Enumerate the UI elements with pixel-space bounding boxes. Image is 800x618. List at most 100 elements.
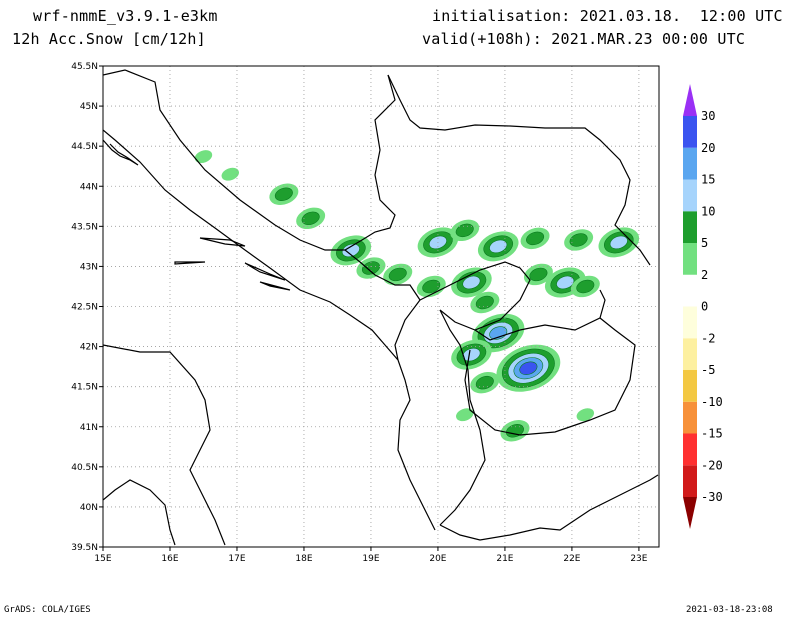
colorbar-band [683,243,697,275]
gridlines [103,66,659,547]
colorbar-label: 5 [701,236,708,250]
lat-tick-label: 42N [80,343,98,353]
albania-border [439,309,486,526]
colorbar-label: 30 [701,109,715,123]
colorbar-label: -30 [701,490,723,504]
colorbar-label: 0 [701,300,708,314]
snow-contour [475,375,494,390]
lon-tick-label: 17E [228,554,245,564]
lon-tick-label: 16E [161,554,178,564]
colorbar-band [683,147,697,180]
valid-time: valid(+108h): 2021.MAR.23 00:00 UTC [422,30,746,48]
lat-tick-label: 40.5N [71,463,98,473]
colorbar-band [683,211,697,243]
snow-contour [576,408,595,422]
snow-contour [462,347,481,362]
colorbar-label: 20 [701,141,715,155]
snow-contour [455,223,474,238]
lon-tick-label: 19E [362,554,379,564]
colorbar-band [683,306,697,339]
lat-tick-label: 41N [80,423,98,433]
adriatic-coast-north [103,139,139,166]
snow-contour [475,295,494,310]
snow-contour [388,267,407,282]
colorbar-arrow-bottom [683,497,697,529]
lat-tick-label: 44N [80,182,98,192]
coastlines-borders [103,69,659,546]
snow-contour [556,275,575,290]
lat-tick-label: 45N [80,102,98,112]
colorbar-label: -10 [701,395,723,409]
italy-coast-west [103,479,176,546]
field-title: 12h Acc.Snow [cm/12h] [12,30,206,48]
colorbar-band [683,116,697,148]
lon-tick-label: 18E [295,554,312,564]
bulgaria-border [599,289,606,319]
snow-contour [194,150,213,164]
colorbar-label: 10 [701,204,715,218]
snow-contour [526,231,545,246]
colorbar-band [683,274,697,307]
lon-tick-label: 20E [429,554,446,564]
croatian-islands-1 [199,237,246,247]
lat-tick-label: 43N [80,262,98,272]
colorbar-label: -20 [701,458,723,472]
snow-contour [569,233,588,247]
serbia-border [387,74,651,266]
lat-tick-label: 40N [80,503,98,513]
colorbar-label: -2 [701,331,715,345]
macedonia-border [464,317,636,436]
init-time: initialisation: 2021.03.18. 12:00 UTC [432,7,783,25]
footer-credit: GrADS: COLA/IGES [4,605,91,615]
colorbar-band [683,338,697,370]
croatian-islands-4 [259,281,291,291]
colorbar-label: -5 [701,363,715,377]
lon-tick-label: 15E [94,554,111,564]
snow-contour [221,167,239,181]
lat-tick-label: 42.5N [71,303,98,313]
lon-tick-label: 21E [496,554,513,564]
albania-coast [397,359,436,531]
snow-contour [456,408,474,422]
colorbar-band [683,401,697,434]
lat-tick-label: 39.5N [71,543,98,553]
colorbar-band [683,433,697,466]
axis-ticks: 15E 16E 17E 18E 19E 20E 21E 22E 23E 39.5N 40N 40.5N… [71,62,648,564]
colorbar-label: -15 [701,427,723,441]
bosnia-border [103,69,396,251]
lat-tick-label: 45.5N [71,62,98,72]
snow-contour [422,279,441,294]
colorbar-band [683,179,697,212]
colorbar-band [683,465,697,497]
lat-tick-label: 41.5N [71,383,98,393]
lat-tick-label: 44.5N [71,142,98,152]
colorbar-label: 15 [701,173,715,187]
colorbar-arrow-top [683,84,697,116]
colorbar-band [683,370,697,402]
colorbar-label: 2 [701,268,708,282]
snow-contour [529,267,548,282]
snow-contour [301,211,320,226]
snow-contour [274,187,293,201]
croatia-coast [103,129,399,361]
model-title: wrf-nmmE_v3.9.1-e3km [33,7,218,25]
croatian-islands-2 [174,261,206,265]
snow-contour [609,235,628,250]
footer-timestamp: 2021-03-18-23:08 [686,605,773,615]
lat-tick-label: 43.5N [71,222,98,232]
montenegro-border [344,249,421,361]
kosovo-border [419,261,531,331]
greece-north [439,474,659,541]
snow-contour [505,424,524,438]
snow-contour [462,275,481,290]
snow-contour [576,279,595,294]
snow-contour [489,239,508,254]
snow-contour [519,361,538,375]
lon-tick-label: 22E [563,554,580,564]
snow-field [194,150,640,442]
croatian-islands-3 [244,262,286,281]
lon-tick-label: 23E [630,554,647,564]
italy-heel [103,344,226,546]
